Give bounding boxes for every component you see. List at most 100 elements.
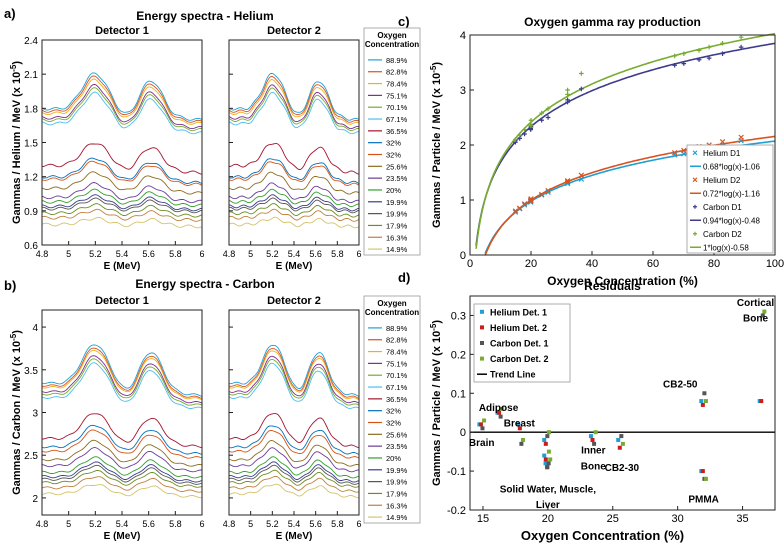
panel-c-data-point xyxy=(545,187,551,194)
panel-d-letter: d) xyxy=(398,270,410,285)
panel-d-annotation: CB2-30 xyxy=(605,463,640,474)
panel-c-legend-fit-label: 0.68*log(x)-1.06 xyxy=(703,162,760,171)
panel-d-ylabel-text: Gammas / Particle / MeV (x 10 xyxy=(431,331,443,486)
panel-c-series-points xyxy=(512,134,744,214)
panel-b-detector-2-series-line xyxy=(228,425,360,455)
panel-a-detector-1-series-line xyxy=(41,157,203,185)
panel-b-legend-label: 67.1% xyxy=(386,383,408,392)
panel-a-ylabel-exponent: -5 xyxy=(9,64,18,72)
panel-c-data-point xyxy=(565,87,570,93)
panel-b-detector-1-series-line xyxy=(42,456,203,479)
panel-b-detector-2-series-line xyxy=(228,348,360,399)
panel-c-data-point xyxy=(671,152,678,158)
panel-b-detector-1-xtick-label: 5.4 xyxy=(116,519,129,529)
panel-b-detector-2-series-line xyxy=(228,469,360,488)
panel-a-detector-2-series-line xyxy=(228,158,360,184)
panel-c-data-point xyxy=(681,61,687,66)
panel-d-data-point xyxy=(543,441,548,446)
panel-a-detector-2-xtick-label: 4.8 xyxy=(223,249,236,259)
panel-c-data-point xyxy=(545,106,551,111)
panel-c-ylabel-close: ) xyxy=(431,62,443,66)
panel-b-detector-1-series-line xyxy=(41,344,203,397)
panel-a-legend-label: 20% xyxy=(386,186,401,195)
panel-d-data-point xyxy=(545,465,550,470)
panel-a-ylabel-text: Gammas / Helium / MeV (x 10 xyxy=(11,72,23,224)
panel-c-data-point xyxy=(738,44,744,50)
panel-a-detector-1-xtick-label: 5.6 xyxy=(142,249,155,259)
panel-a-detector-1-xtick-label: 5.2 xyxy=(89,249,102,259)
panel-d-xtick-label: 15 xyxy=(477,513,489,525)
panel-a-legend-label: 32% xyxy=(386,151,401,160)
panel-b-detector-1-ytick-label: 2.5 xyxy=(24,451,38,462)
panel-b-detector-1-series-group xyxy=(41,344,203,499)
panel-d-data-point xyxy=(700,402,705,407)
panel-d-ytick-label: 0.2 xyxy=(451,349,466,361)
panel-d-annotation: Bone xyxy=(743,313,768,324)
panel-b-detector-1-series-line xyxy=(41,347,203,399)
panel-b-detector-2-xtick-label: 5 xyxy=(248,519,253,529)
panel-a-legend-label: 32% xyxy=(386,139,401,148)
panel-a-legend-label: 14.9% xyxy=(386,245,408,254)
panel-c-xtick-label: 80 xyxy=(708,258,720,270)
panel-a-legend-title-2: Concentration xyxy=(365,40,419,49)
panel-b-detector-2-series-line xyxy=(228,358,360,406)
panel-d-data-point xyxy=(546,461,551,466)
panel-b-detector-2-series-line xyxy=(228,461,360,483)
panel-d-axes-box xyxy=(469,295,776,511)
panel-d-data-point xyxy=(500,406,505,411)
panel-a-legend-label: 82.8% xyxy=(386,68,408,77)
panel-c-data-point xyxy=(564,180,571,186)
panel-b-legend-label: 32% xyxy=(386,407,401,416)
panel-d-data-point xyxy=(702,391,707,396)
panel-c-xtick-label: 0 xyxy=(467,258,473,270)
panel-d-data-point xyxy=(759,399,764,404)
panel-a-detector-1-series-line xyxy=(41,208,203,222)
panel-b-detector-1-title: Detector 1 xyxy=(95,295,149,307)
panel-b-detector-2-series-line xyxy=(228,362,360,409)
panel-c-data-point xyxy=(528,121,533,127)
panel-d-data-point xyxy=(543,457,548,462)
panel-c-legend-label: Carbon D1 xyxy=(703,203,742,212)
panel-b-detector-2-xtick-label: 5.8 xyxy=(331,519,344,529)
panel-b-ylabel-exponent: -5 xyxy=(9,333,18,341)
panel-a-letter: a) xyxy=(4,6,16,21)
panel-a-detector-2-xtick-label: 5.4 xyxy=(288,249,301,259)
panel-a-detector-1-series-line xyxy=(41,194,203,212)
panel-c-xtick-label: 100 xyxy=(766,258,784,270)
panel-b-detector-2-series-line xyxy=(229,456,360,479)
panel-d-legend-box xyxy=(473,303,571,383)
panel-b-detector-1-series-line xyxy=(41,429,203,459)
panel-a-detector-1-series-line xyxy=(41,188,202,208)
panel-a-detector-2-series-line xyxy=(228,194,360,212)
panel-a-detector-1-series-line xyxy=(41,83,203,130)
panel-d-ytick-label: 0.3 xyxy=(451,310,466,322)
panel-d-data-point xyxy=(619,434,624,439)
panel-c-data-point xyxy=(564,178,571,184)
panel-a-legend-label: 67.1% xyxy=(386,115,408,124)
panel-d-legend-label: Carbon Det. 2 xyxy=(490,354,549,364)
panel-b-detector-1-xtick-label: 5.6 xyxy=(142,519,155,529)
panel-a-detector-1-xtick-label: 4.8 xyxy=(36,249,49,259)
panel-b-legend-label: 36.5% xyxy=(386,395,408,404)
panel-a-detector-2-xtick-label: 6 xyxy=(356,249,361,259)
panel-d-legend-label: Carbon Det. 1 xyxy=(490,339,549,349)
panel-a-detector-1-series-line xyxy=(41,75,203,123)
panel-a-legend-label: 16.3% xyxy=(386,233,408,242)
panel-d-title: Residuals xyxy=(584,279,641,293)
panel-d-legend-label: Helium Det. 1 xyxy=(490,307,547,317)
panel-b-detector-2-series-line xyxy=(228,429,360,459)
panel-d-xtick-label: 20 xyxy=(542,513,554,525)
panel-a-detector-2-xlabel: E (MeV) xyxy=(276,261,313,272)
panel-d-data-point xyxy=(519,441,524,446)
panel-a-title: Energy spectra - Helium xyxy=(136,9,273,23)
panel-d-annotation: Brain xyxy=(469,438,495,449)
panel-c-data-point xyxy=(681,51,687,56)
panel-b-legend-box xyxy=(363,295,421,524)
panel-d-xtick-label: 25 xyxy=(607,513,619,525)
panel-a-detector-1-xtick-label: 5.8 xyxy=(169,249,182,259)
panel-c-data-point xyxy=(720,51,725,56)
panel-a-legend-label: 19.9% xyxy=(386,198,408,207)
panel-d-ylabel: Gammas / Particle / MeV (x 10-5) xyxy=(429,320,444,486)
panel-d-annotation: CB2-50 xyxy=(663,380,698,391)
panel-d-annotation: Liver xyxy=(536,500,560,511)
